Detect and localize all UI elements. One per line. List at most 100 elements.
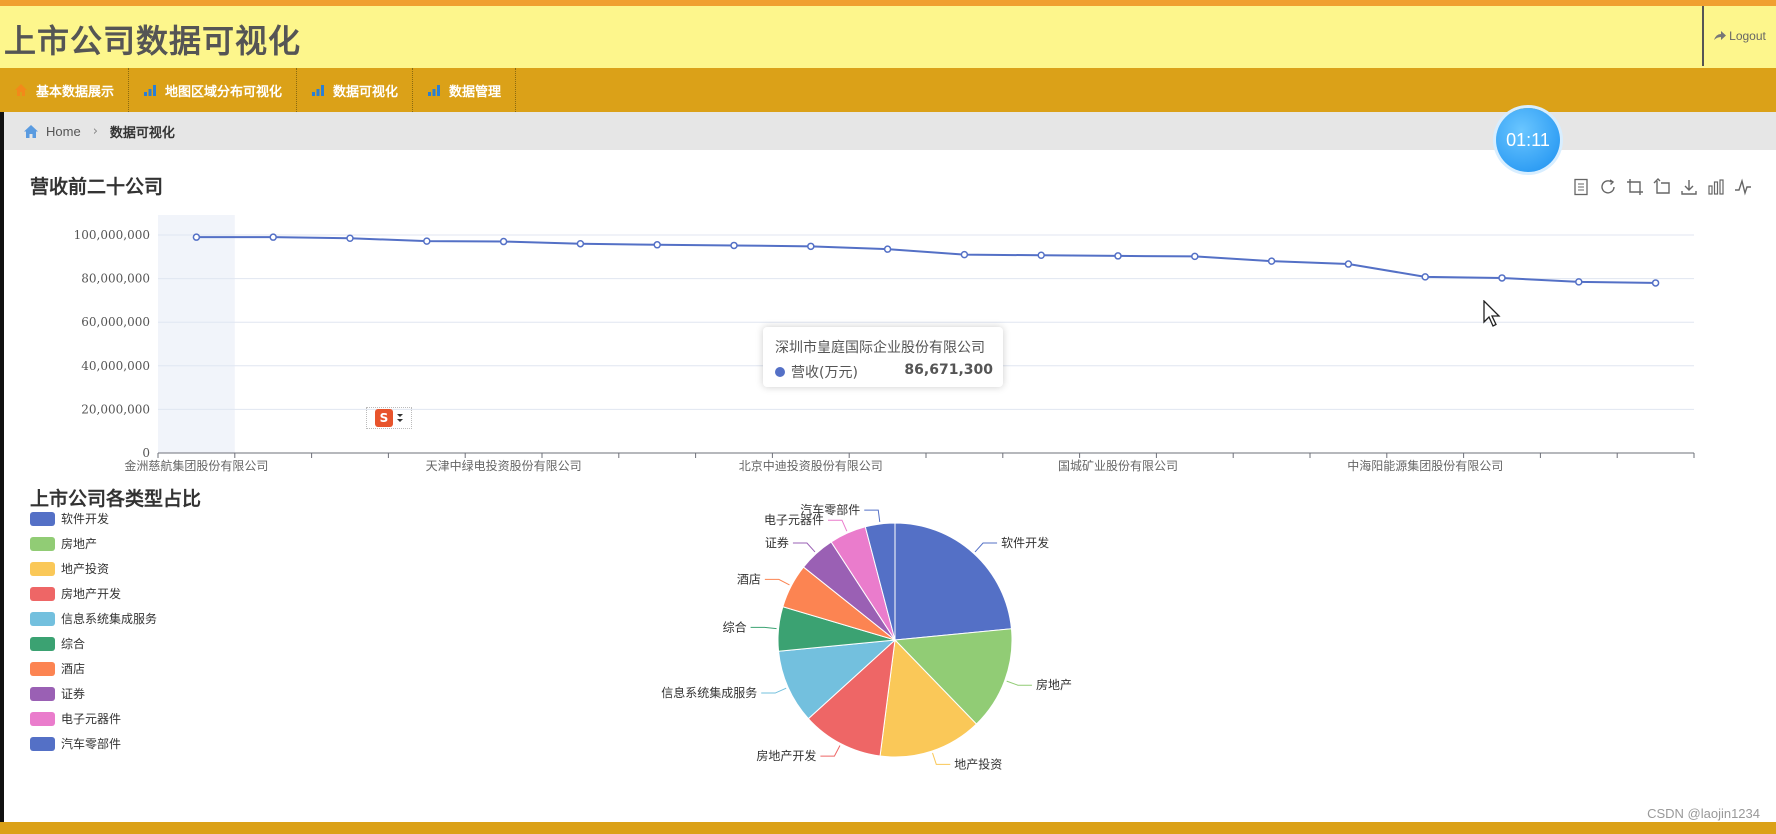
legend-item[interactable]: 汽车零部件 bbox=[30, 731, 157, 756]
legend-item[interactable]: 综合 bbox=[30, 631, 157, 656]
logout-button[interactable]: Logout bbox=[1702, 6, 1776, 66]
legend-swatch bbox=[30, 686, 55, 701]
legend-swatch bbox=[30, 711, 55, 726]
nav-item-data-management[interactable]: 数据管理 bbox=[413, 68, 517, 112]
mouse-cursor-icon bbox=[1483, 300, 1501, 327]
ime-s-icon: S bbox=[375, 409, 393, 427]
data-point[interactable] bbox=[192, 233, 201, 241]
data-point[interactable] bbox=[1267, 257, 1276, 265]
legend-label: 地产投资 bbox=[61, 562, 110, 576]
data-point[interactable] bbox=[1037, 251, 1045, 260]
y-tick-label: 20,000,000 bbox=[81, 402, 150, 416]
data-point[interactable] bbox=[883, 245, 892, 253]
bar-chart-icon bbox=[312, 85, 325, 96]
breadcrumb-home[interactable]: Home bbox=[24, 124, 81, 139]
x-tick-label: 金洲慈航集团股份有限公司 bbox=[124, 458, 268, 473]
data-point[interactable] bbox=[269, 233, 277, 241]
nav-item-label: 基本数据展示 bbox=[36, 84, 115, 100]
data-point[interactable] bbox=[653, 241, 661, 249]
data-point[interactable] bbox=[346, 234, 354, 243]
pie-label-line bbox=[750, 626, 777, 630]
data-point[interactable] bbox=[423, 237, 431, 245]
line-chart-title: 营收前二十公司 bbox=[30, 176, 164, 198]
bar-chart-icon bbox=[144, 85, 157, 96]
nav-item-label: 地图区域分布可视化 bbox=[165, 84, 283, 100]
pie-slice-label: 地产投资 bbox=[954, 756, 1002, 771]
nav-item-map-distribution[interactable]: 地图区域分布可视化 bbox=[129, 68, 298, 112]
share-arrow-icon bbox=[1714, 31, 1727, 40]
pie-slice-label: 软件开发 bbox=[1001, 535, 1049, 550]
legend-item[interactable]: 信息系统集成服务 bbox=[30, 606, 157, 631]
pie-slice-label: 房地产开发 bbox=[756, 748, 816, 763]
window-left-edge bbox=[0, 0, 4, 834]
legend-label: 信息系统集成服务 bbox=[61, 612, 158, 626]
nav-item-label: 数据可视化 bbox=[333, 84, 399, 100]
top-header: 上市公司数据可视化 Logout bbox=[0, 0, 1776, 68]
pie-label-line bbox=[820, 745, 841, 757]
data-point[interactable] bbox=[499, 237, 508, 246]
pie-slice-label: 信息系统集成服务 bbox=[661, 685, 757, 700]
ime-toolbar[interactable]: S bbox=[366, 407, 412, 429]
timer-value: 01:11 bbox=[1506, 129, 1550, 150]
data-point[interactable] bbox=[1344, 260, 1353, 268]
legend-label: 电子元器件 bbox=[61, 712, 122, 726]
home-icon bbox=[15, 84, 27, 96]
nav-item-basic-data[interactable]: 基本数据展示 bbox=[0, 68, 130, 112]
legend-item[interactable]: 房地产开发 bbox=[30, 581, 157, 606]
legend-label: 房地产开发 bbox=[61, 587, 122, 601]
pie-slice[interactable] bbox=[879, 638, 978, 758]
pie-chart-title: 上市公司各类型占比 bbox=[30, 488, 202, 510]
data-point[interactable] bbox=[1421, 273, 1429, 281]
bottom-bar bbox=[0, 822, 1776, 834]
zoom-reset-icon[interactable] bbox=[1653, 178, 1671, 196]
pie-slice[interactable] bbox=[807, 638, 896, 757]
download-icon[interactable] bbox=[1680, 178, 1698, 196]
nav-item-data-visualization[interactable]: 数据可视化 bbox=[297, 68, 414, 112]
data-view-icon[interactable] bbox=[1572, 178, 1590, 196]
line-switch-icon[interactable] bbox=[1734, 178, 1752, 196]
data-point[interactable] bbox=[576, 239, 585, 248]
pie-label-line bbox=[792, 542, 816, 553]
x-tick-label: 中海阳能源集团股份有限公司 bbox=[1347, 458, 1503, 473]
data-point[interactable] bbox=[807, 242, 815, 251]
zoom-icon[interactable] bbox=[1626, 178, 1644, 196]
legend-label: 酒店 bbox=[61, 662, 86, 676]
pie-legend: 软件开发 房地产地产投资房地产开发信息系统集成服务综合酒店证券电子元器件汽车零部件 bbox=[30, 506, 157, 756]
legend-swatch bbox=[30, 561, 55, 576]
pie-label-line bbox=[932, 752, 951, 765]
data-point[interactable] bbox=[1114, 252, 1122, 260]
pie-slice[interactable] bbox=[864, 522, 896, 641]
legend-swatch bbox=[30, 511, 55, 526]
pie-label-line bbox=[1006, 680, 1032, 686]
pie-slice[interactable] bbox=[777, 639, 897, 720]
legend-swatch bbox=[30, 536, 55, 551]
restore-icon[interactable] bbox=[1599, 178, 1617, 196]
data-point[interactable] bbox=[1191, 252, 1199, 261]
logout-label: Logout bbox=[1729, 29, 1766, 43]
data-point[interactable] bbox=[730, 241, 738, 250]
pie-label-line bbox=[827, 519, 848, 532]
legend-swatch bbox=[30, 736, 55, 751]
legend-item[interactable]: 地产投资 bbox=[30, 556, 157, 581]
data-point[interactable] bbox=[1498, 274, 1506, 282]
app-title: 上市公司数据可视化 bbox=[4, 22, 302, 60]
timer-badge[interactable]: 01:11 bbox=[1496, 108, 1560, 172]
data-point[interactable] bbox=[1575, 278, 1583, 286]
legend-item[interactable]: 软件开发 bbox=[30, 506, 157, 531]
legend-item[interactable]: 证券 bbox=[30, 681, 157, 706]
legend-item[interactable]: 房地产 bbox=[30, 531, 157, 556]
chevron-right-icon: › bbox=[92, 123, 98, 139]
revenue-line-chart[interactable]: 0 20,000,000 40,000,000 60,000,000 80,000,00… bbox=[0, 195, 1776, 485]
y-tick-label: 0 bbox=[142, 446, 150, 460]
breadcrumb: Home › 数据可视化 bbox=[4, 112, 1776, 150]
legend-item[interactable]: 电子元器件 bbox=[30, 706, 157, 731]
x-tick-label: 天津中绿电投资股份有限公司 bbox=[426, 458, 582, 473]
data-point[interactable] bbox=[960, 250, 969, 259]
bar-switch-icon[interactable] bbox=[1707, 178, 1725, 196]
legend-item[interactable]: 酒店 bbox=[30, 656, 157, 681]
pie-slice[interactable] bbox=[894, 522, 1013, 641]
dropdown-icon bbox=[397, 414, 403, 422]
pie-slice[interactable] bbox=[893, 628, 1013, 725]
data-point[interactable] bbox=[1651, 279, 1660, 287]
